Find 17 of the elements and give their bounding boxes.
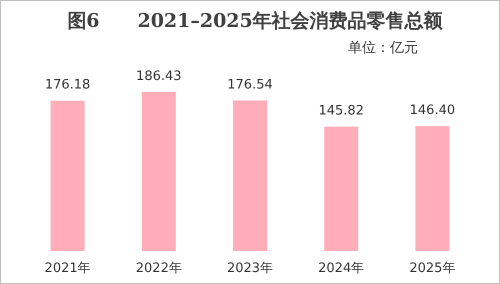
bar xyxy=(233,100,267,251)
data-label: 176.18 xyxy=(44,78,90,93)
data-label: 146.40 xyxy=(410,103,456,118)
x-tick-label: 2024年 xyxy=(318,261,364,276)
chart-title: 图6 2021–2025年社会消费品零售总额 xyxy=(67,10,444,32)
bar xyxy=(324,126,358,251)
x-tick-label: 2021年 xyxy=(44,261,91,276)
data-label: 176.54 xyxy=(227,77,273,92)
x-tick-label: 2025年 xyxy=(409,261,456,276)
x-tick-label: 2023年 xyxy=(226,261,274,276)
bar xyxy=(142,92,176,251)
bar xyxy=(50,100,85,251)
data-label: 145.82 xyxy=(318,104,364,119)
text: 单位：亿元 xyxy=(348,40,418,56)
bar xyxy=(415,126,450,251)
data-label: 186.43 xyxy=(136,69,182,84)
x-tick-label: 2022年 xyxy=(136,261,182,276)
